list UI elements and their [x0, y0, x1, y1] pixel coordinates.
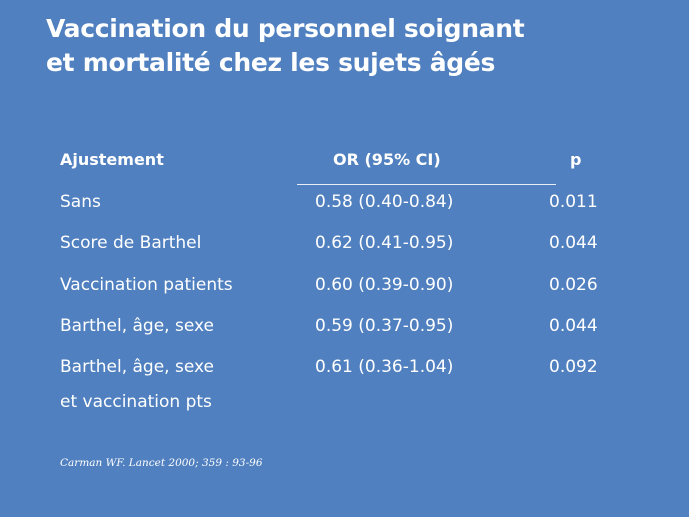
row-4-adjustment: Barthel, âge, sexe	[60, 316, 214, 336]
row-2-adjustment: Score de Barthel	[60, 233, 202, 253]
row-4-p: 0.044	[549, 316, 598, 336]
header-p: p	[570, 150, 582, 169]
row-5-or: 0.61 (0.36-1.04)	[315, 357, 454, 377]
row-4-or: 0.59 (0.37-0.95)	[315, 316, 454, 336]
row-3-p: 0.026	[549, 275, 598, 295]
header-or: OR (95% CI)	[333, 150, 441, 169]
source-citation: Carman WF. Lancet 2000; 359 : 93-96	[60, 457, 263, 469]
row-5-p: 0.092	[549, 357, 598, 377]
slide-title: Vaccination du personnel soignant et mor…	[46, 12, 666, 80]
header-adjustment: Ajustement	[60, 150, 164, 169]
slide-title-line-1: Vaccination du personnel soignant	[46, 14, 525, 43]
slide-title-line-2: et mortalité chez les sujets âgés	[46, 48, 496, 77]
row-5-adjustment: Barthel, âge, sexe	[60, 357, 214, 377]
row-3-or: 0.60 (0.39-0.90)	[315, 275, 454, 295]
header-divider	[297, 184, 556, 185]
row-5-adjustment-line-2: et vaccination pts	[60, 392, 212, 412]
row-1-adjustment: Sans	[60, 192, 101, 212]
row-2-p: 0.044	[549, 233, 598, 253]
row-1-p: 0.011	[549, 192, 598, 212]
row-1-or: 0.58 (0.40-0.84)	[315, 192, 454, 212]
row-2-or: 0.62 (0.41-0.95)	[315, 233, 454, 253]
row-3-adjustment: Vaccination patients	[60, 275, 233, 295]
